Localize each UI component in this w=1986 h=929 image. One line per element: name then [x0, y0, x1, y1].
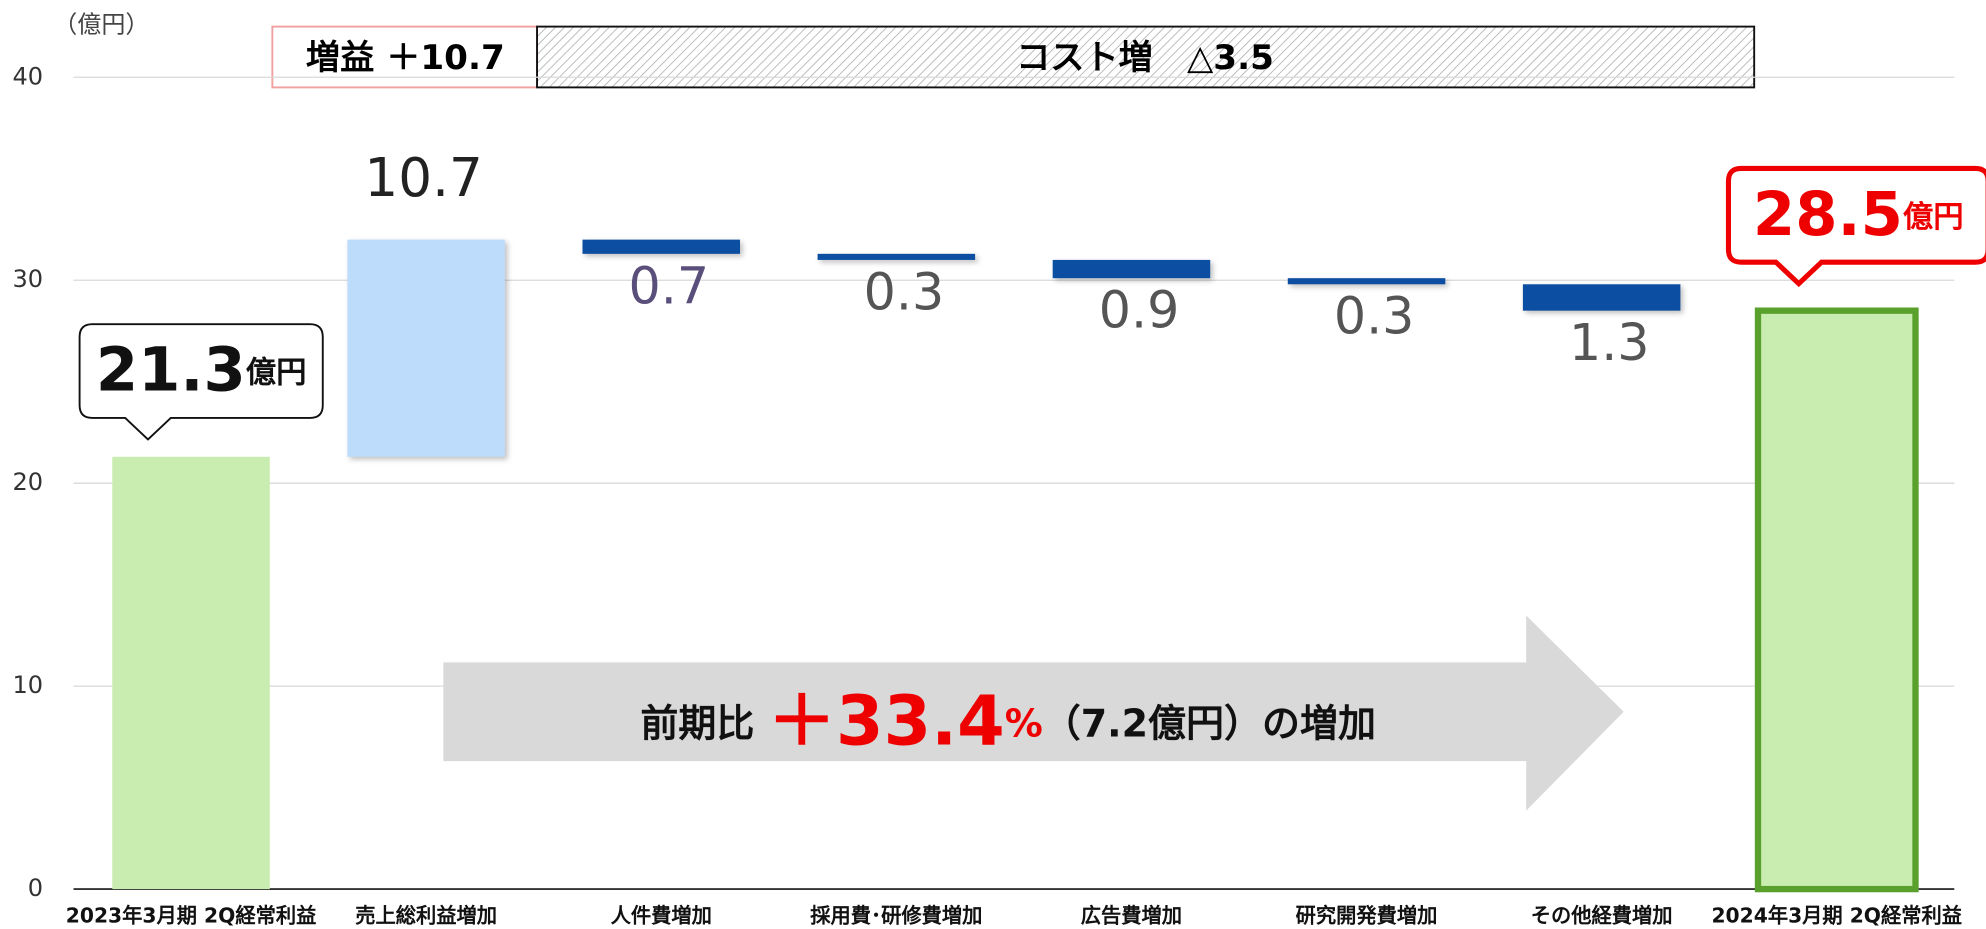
bar: [347, 239, 505, 457]
y-tick-label: 10: [12, 671, 43, 699]
y-tick-label: 20: [12, 468, 43, 496]
arrow-rate: ＋33.4: [768, 682, 1005, 761]
callout-text: 28.5億円: [1753, 179, 1964, 249]
x-tick-label: 広告費増加: [1081, 903, 1182, 927]
callout: [78, 323, 324, 441]
value-label: 0.9: [1099, 281, 1180, 340]
arrow-rate-unit: %: [1005, 701, 1043, 745]
bar: [112, 456, 270, 890]
arrow-suffix: （7.2億円）の増加: [1043, 701, 1376, 745]
value-label: 28.5: [1753, 179, 1903, 249]
y-tick-label: 0: [28, 874, 43, 902]
x-tick-label: 人件費増加: [611, 903, 712, 927]
x-tick-label: 売上総利益増加: [355, 903, 497, 927]
arrow-prefix: 前期比: [640, 701, 767, 745]
arrow-text: 前期比 ＋33.4%（7.2億円）の増加: [640, 682, 1376, 761]
arrow: [443, 615, 1624, 811]
value-label: 10.7: [364, 147, 482, 209]
callout: [1725, 165, 1986, 288]
value-label: 0.3: [1334, 287, 1415, 346]
x-tick-label: 2023年3月期 2Q経常利益: [66, 903, 317, 927]
bar: [1287, 278, 1446, 285]
value-label: 0.3: [864, 262, 945, 321]
bar: [1522, 284, 1681, 311]
value-label: 1.3: [1569, 313, 1650, 372]
gain-label: 増益 ＋10.7: [306, 38, 505, 78]
value-label-unit: 億円: [1903, 199, 1964, 234]
bar: [817, 253, 976, 260]
bar: [1754, 307, 1919, 893]
value-label: 0.7: [629, 256, 710, 315]
value-label: 21.3: [96, 335, 246, 405]
y-tick-label: 40: [12, 62, 43, 90]
value-label-unit: 億円: [246, 355, 307, 390]
bar: [582, 239, 741, 254]
y-tick-label: 30: [12, 265, 43, 293]
x-tick-label: その他経費増加: [1531, 903, 1673, 927]
x-tick-label: 2024年3月期 2Q経常利益: [1711, 903, 1962, 927]
y-axis-label: （億円）: [53, 10, 149, 38]
callout-text: 21.3億円: [96, 335, 307, 405]
cost-label: コスト増 △3.5: [1016, 38, 1274, 78]
x-tick-label: 研究開発費増加: [1296, 903, 1438, 927]
x-tick-label: 採用費･研修費増加: [810, 903, 982, 927]
bar: [1052, 259, 1211, 279]
